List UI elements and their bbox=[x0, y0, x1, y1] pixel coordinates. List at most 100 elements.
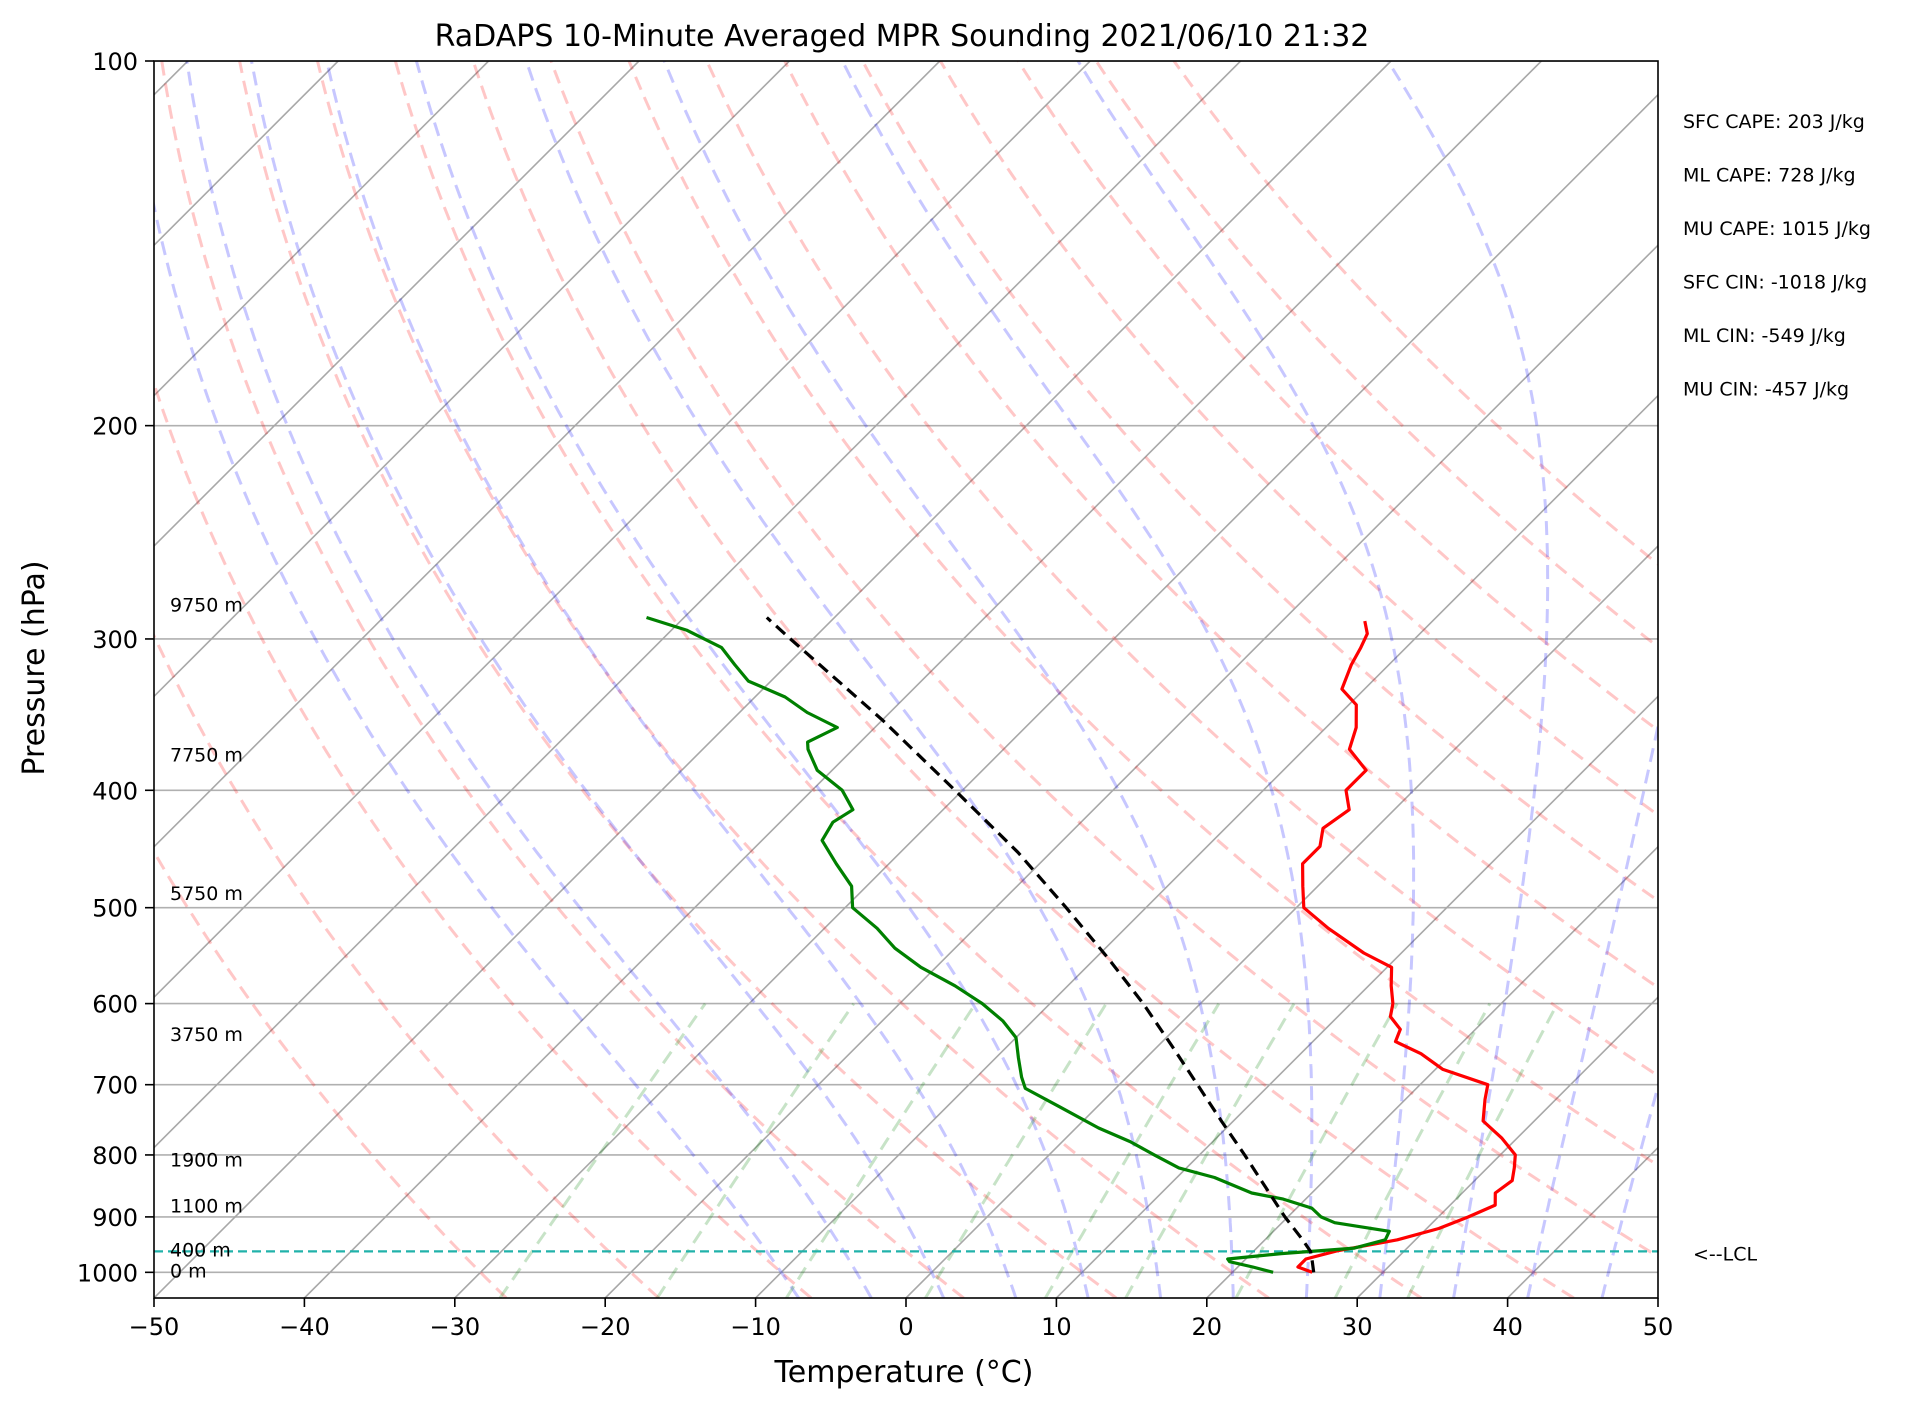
isotherm-line bbox=[154, 61, 1242, 1149]
y-tick-label: 400 bbox=[92, 777, 138, 805]
moist-adiabat-line bbox=[841, 61, 1314, 1298]
temperature-profile bbox=[1296, 620, 1517, 1274]
stability-index: MU CAPE: 1015 J/kg bbox=[1683, 218, 1871, 240]
moist-adiabat-line bbox=[414, 61, 1090, 1298]
mixing-ratio-line bbox=[1406, 1002, 1559, 1298]
moist-adiabat-line bbox=[250, 61, 946, 1298]
dry-adiabat-line bbox=[861, 61, 1658, 903]
x-tick-label: 30 bbox=[1342, 1313, 1373, 1341]
x-axis-label: Temperature (°C) bbox=[774, 1355, 1034, 1390]
height-label: 400 m bbox=[170, 1239, 231, 1261]
x-tick-label: −50 bbox=[129, 1313, 180, 1341]
isotherm-line bbox=[905, 544, 1658, 1298]
dry-adiabat-line bbox=[939, 61, 1658, 817]
height-label: 0 m bbox=[170, 1260, 207, 1282]
y-tick-label: 600 bbox=[92, 991, 138, 1019]
isotherm-line bbox=[154, 61, 1392, 1298]
mixing-ratio-line bbox=[785, 1002, 977, 1298]
moist-adiabat-line bbox=[1076, 61, 1416, 1298]
dry-adiabat-line bbox=[154, 848, 508, 1298]
isotherm-line bbox=[154, 61, 941, 848]
height-label: 9750 m bbox=[170, 594, 243, 616]
x-tick-label: −20 bbox=[580, 1313, 631, 1341]
dry-adiabat-line bbox=[238, 61, 1118, 1298]
y-tick-label: 200 bbox=[92, 413, 138, 441]
isotherm-line bbox=[604, 244, 1658, 1298]
dry-adiabat-line bbox=[549, 61, 1658, 1259]
isotherm-line bbox=[1507, 1146, 1658, 1298]
x-tick-label: 0 bbox=[898, 1313, 913, 1341]
stability-index: SFC CIN: -1018 J/kg bbox=[1683, 272, 1867, 294]
dry-adiabat-line bbox=[154, 379, 813, 1298]
y-tick-label: 500 bbox=[92, 895, 138, 923]
plot-area: −50 −40 −30 −20 −10 0 10 20 30 40 50 100 200 300 400 50… bbox=[77, 48, 1674, 1341]
moist-adiabat-line bbox=[325, 61, 1018, 1298]
dry-adiabat-line bbox=[393, 61, 1423, 1298]
x-tick-label: 10 bbox=[1041, 1313, 1072, 1341]
x-tick-label: 20 bbox=[1192, 1313, 1223, 1341]
isotherm-line bbox=[454, 93, 1658, 1298]
isotherm-line bbox=[303, 61, 1542, 1298]
y-tick-label: 800 bbox=[92, 1142, 138, 1170]
dry-adiabat-line bbox=[1172, 61, 1658, 567]
isotherm-line bbox=[755, 394, 1658, 1298]
stability-index: ML CAPE: 728 J/kg bbox=[1683, 165, 1856, 187]
dry-adiabat-line bbox=[316, 61, 1270, 1298]
mixing-ratio-line bbox=[1333, 1002, 1492, 1298]
chart-title: RaDAPS 10-Minute Averaged MPR Sounding 2… bbox=[435, 19, 1370, 54]
mixing-ratio-line bbox=[655, 1002, 855, 1298]
y-tick-label: 900 bbox=[92, 1204, 138, 1232]
stability-index: ML CIN: -549 J/kg bbox=[1683, 325, 1846, 347]
y-tick-label: 300 bbox=[92, 626, 138, 654]
height-label: 1100 m bbox=[170, 1195, 243, 1217]
isotherm-line bbox=[154, 61, 640, 548]
mixing-ratio-line bbox=[924, 1002, 1108, 1298]
y-axis-label: Pressure (hPa) bbox=[17, 560, 52, 775]
x-tick-label: −40 bbox=[279, 1313, 330, 1341]
mixing-ratio-line bbox=[1044, 1002, 1221, 1298]
moist-adiabat-line bbox=[185, 61, 873, 1298]
isotherm-line bbox=[1657, 1296, 1658, 1298]
isotherm-line bbox=[154, 61, 1091, 999]
moist-adiabat-line bbox=[1600, 1081, 1658, 1298]
moist-adiabat-line bbox=[524, 61, 1163, 1298]
plot-clip bbox=[154, 61, 1658, 1298]
moist-adiabat-line bbox=[662, 61, 1235, 1298]
y-tick-label: 700 bbox=[92, 1072, 138, 1100]
dewpoint-profile bbox=[646, 615, 1391, 1274]
height-label: 7750 m bbox=[170, 744, 243, 766]
lcl-label: <--LCL bbox=[1693, 1243, 1757, 1265]
moist-adiabat-line bbox=[1526, 718, 1658, 1298]
dry-adiabat-line bbox=[1017, 61, 1658, 733]
x-tick-label: −10 bbox=[730, 1313, 781, 1341]
height-label: 1900 m bbox=[170, 1149, 243, 1171]
isotherm-line bbox=[1356, 996, 1658, 1298]
isotherm-line bbox=[1206, 845, 1658, 1298]
isotherm-line bbox=[1055, 695, 1658, 1298]
mixing-ratio-line bbox=[1124, 1002, 1296, 1298]
x-tick-label: 40 bbox=[1492, 1313, 1523, 1341]
moist-adiabat-line bbox=[154, 199, 800, 1298]
y-tick-label: 100 bbox=[92, 48, 138, 76]
isotherm-line bbox=[154, 61, 790, 698]
dry-adiabat-line bbox=[154, 632, 660, 1298]
stability-index: SFC CAPE: 203 J/kg bbox=[1683, 111, 1865, 133]
height-label: 5750 m bbox=[170, 883, 243, 905]
moist-adiabat-line bbox=[1386, 61, 1550, 1298]
dry-adiabat-line bbox=[783, 61, 1658, 990]
x-tick-label: 50 bbox=[1643, 1313, 1674, 1341]
x-tick-label: −30 bbox=[429, 1313, 480, 1341]
dry-adiabat-line bbox=[705, 61, 1658, 1078]
dry-adiabat-line bbox=[627, 61, 1658, 1168]
dry-adiabat-line bbox=[471, 61, 1575, 1298]
dry-adiabat-line bbox=[160, 61, 965, 1298]
parcel-profile bbox=[765, 616, 1316, 1273]
height-label: 3750 m bbox=[170, 1024, 243, 1046]
stability-index: MU CIN: -457 J/kg bbox=[1683, 379, 1849, 401]
y-tick-label: 1000 bbox=[77, 1259, 138, 1287]
isotherm-line bbox=[154, 61, 490, 397]
mixing-ratio-line bbox=[498, 1002, 707, 1298]
mixing-ratio-line bbox=[1234, 1002, 1399, 1298]
